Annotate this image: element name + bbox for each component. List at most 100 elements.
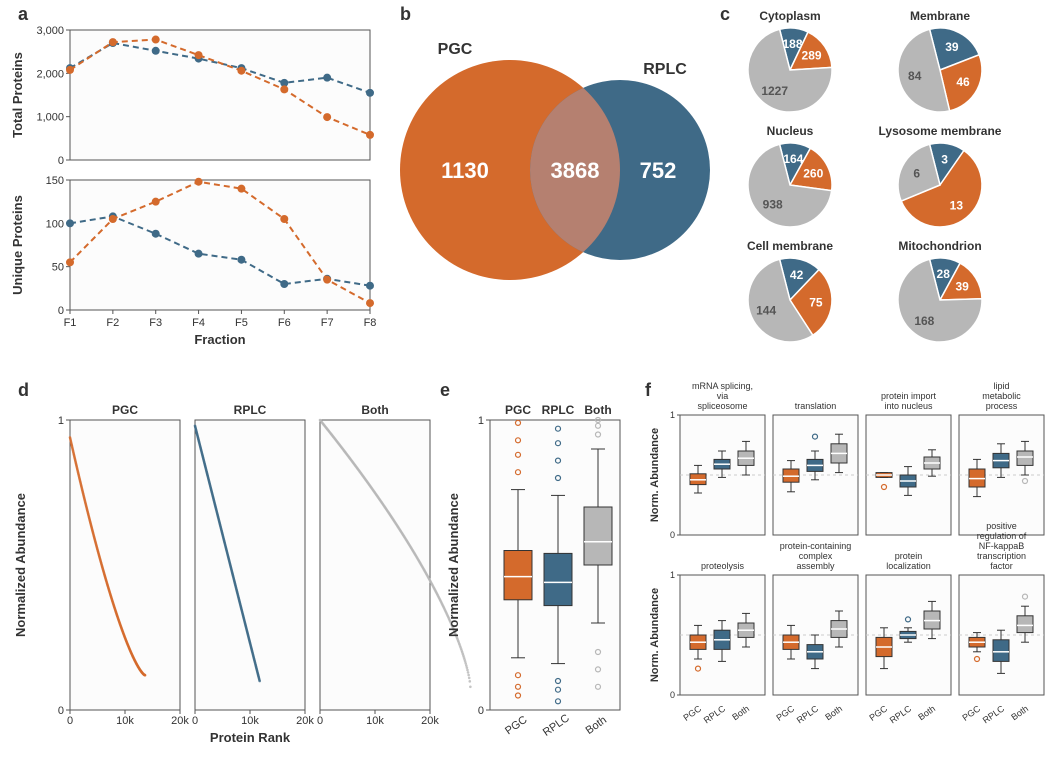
svg-text:protein: protein bbox=[895, 551, 923, 561]
svg-text:PGC: PGC bbox=[505, 403, 531, 417]
svg-text:Both: Both bbox=[584, 403, 611, 417]
svg-text:168: 168 bbox=[914, 314, 934, 328]
svg-text:Mitochondrion: Mitochondrion bbox=[898, 239, 981, 253]
figure-svg: 01,0002,0003,000Total Proteins050100150U… bbox=[0, 0, 1050, 771]
svg-text:Both: Both bbox=[730, 703, 751, 722]
svg-text:RPLC: RPLC bbox=[981, 703, 1007, 725]
svg-text:Normalized Abundance: Normalized Abundance bbox=[13, 493, 28, 637]
svg-text:144: 144 bbox=[756, 303, 776, 317]
svg-text:Both: Both bbox=[584, 714, 609, 737]
svg-text:2,000: 2,000 bbox=[36, 68, 64, 80]
svg-text:0: 0 bbox=[58, 305, 64, 317]
svg-text:0: 0 bbox=[317, 715, 323, 727]
svg-text:Lysosome membrane: Lysosome membrane bbox=[879, 124, 1002, 138]
svg-text:RPLC: RPLC bbox=[541, 712, 572, 739]
svg-text:regulation of: regulation of bbox=[977, 531, 1027, 541]
svg-text:PGC: PGC bbox=[867, 703, 889, 723]
svg-text:Unique Proteins: Unique Proteins bbox=[10, 195, 25, 295]
svg-text:F1: F1 bbox=[64, 317, 77, 329]
svg-text:42: 42 bbox=[790, 268, 804, 282]
svg-text:Nucleus: Nucleus bbox=[767, 124, 814, 138]
svg-text:RPLC: RPLC bbox=[795, 703, 821, 725]
svg-text:39: 39 bbox=[945, 40, 959, 54]
svg-text:lipid: lipid bbox=[993, 381, 1009, 391]
svg-text:28: 28 bbox=[937, 267, 951, 281]
svg-text:1: 1 bbox=[670, 570, 675, 580]
svg-text:F7: F7 bbox=[321, 317, 334, 329]
svg-text:proteolysis: proteolysis bbox=[701, 561, 745, 571]
svg-text:164: 164 bbox=[783, 152, 803, 166]
svg-text:F8: F8 bbox=[364, 317, 377, 329]
svg-text:0: 0 bbox=[67, 715, 73, 727]
svg-text:39: 39 bbox=[956, 279, 970, 293]
svg-text:spliceosome: spliceosome bbox=[697, 401, 747, 411]
svg-text:assembly: assembly bbox=[796, 561, 835, 571]
svg-text:PGC: PGC bbox=[681, 703, 703, 723]
svg-text:75: 75 bbox=[809, 295, 823, 309]
svg-text:Both: Both bbox=[1009, 703, 1030, 722]
svg-text:translation: translation bbox=[795, 401, 837, 411]
svg-text:3868: 3868 bbox=[551, 158, 600, 183]
svg-text:F4: F4 bbox=[192, 317, 205, 329]
svg-text:Fraction: Fraction bbox=[194, 332, 245, 347]
svg-text:0: 0 bbox=[58, 155, 64, 167]
svg-text:Protein Rank: Protein Rank bbox=[210, 730, 291, 745]
svg-text:RPLC: RPLC bbox=[888, 703, 914, 725]
svg-text:F2: F2 bbox=[106, 317, 119, 329]
svg-text:50: 50 bbox=[52, 262, 64, 274]
svg-text:RPLC: RPLC bbox=[234, 403, 267, 417]
svg-text:3,000: 3,000 bbox=[36, 25, 64, 37]
svg-text:13: 13 bbox=[950, 198, 964, 212]
svg-text:Norm. Abundance: Norm. Abundance bbox=[649, 588, 661, 682]
svg-text:260: 260 bbox=[803, 166, 823, 180]
svg-text:process: process bbox=[986, 401, 1018, 411]
svg-text:Normalized Abundance: Normalized Abundance bbox=[446, 493, 461, 637]
svg-text:20k: 20k bbox=[421, 715, 439, 727]
svg-text:0: 0 bbox=[192, 715, 198, 727]
svg-text:0: 0 bbox=[58, 705, 64, 717]
svg-text:0: 0 bbox=[478, 705, 484, 717]
svg-text:10k: 10k bbox=[116, 715, 134, 727]
svg-text:289: 289 bbox=[802, 48, 822, 62]
svg-text:F3: F3 bbox=[149, 317, 162, 329]
svg-text:mRNA splicing,: mRNA splicing, bbox=[692, 381, 753, 391]
svg-text:RPLC: RPLC bbox=[643, 61, 687, 78]
svg-text:F6: F6 bbox=[278, 317, 291, 329]
svg-text:1: 1 bbox=[58, 415, 64, 427]
svg-text:PGC: PGC bbox=[112, 403, 138, 417]
svg-text:PGC: PGC bbox=[960, 703, 982, 723]
svg-text:localization: localization bbox=[886, 561, 931, 571]
svg-text:1,000: 1,000 bbox=[36, 112, 64, 124]
svg-text:complex: complex bbox=[799, 551, 833, 561]
svg-text:20k: 20k bbox=[296, 715, 314, 727]
svg-text:metabolic: metabolic bbox=[982, 391, 1021, 401]
svg-text:10k: 10k bbox=[241, 715, 259, 727]
svg-text:46: 46 bbox=[956, 75, 970, 89]
svg-text:PGC: PGC bbox=[774, 703, 796, 723]
svg-text:NF-kappaB: NF-kappaB bbox=[979, 541, 1025, 551]
svg-text:10k: 10k bbox=[366, 715, 384, 727]
svg-text:0: 0 bbox=[670, 530, 675, 540]
svg-text:Both: Both bbox=[361, 403, 388, 417]
svg-text:positive: positive bbox=[986, 521, 1017, 531]
svg-text:protein import: protein import bbox=[881, 391, 937, 401]
svg-text:Norm. Abundance: Norm. Abundance bbox=[649, 428, 661, 522]
svg-text:84: 84 bbox=[908, 69, 922, 83]
svg-text:Membrane: Membrane bbox=[910, 9, 970, 23]
svg-text:Both: Both bbox=[823, 703, 844, 722]
svg-text:Cell membrane: Cell membrane bbox=[747, 239, 833, 253]
svg-text:Total Proteins: Total Proteins bbox=[10, 52, 25, 138]
svg-text:752: 752 bbox=[640, 158, 677, 183]
svg-text:0: 0 bbox=[670, 690, 675, 700]
svg-text:938: 938 bbox=[763, 197, 783, 211]
svg-text:RPLC: RPLC bbox=[702, 703, 728, 725]
svg-text:PGC: PGC bbox=[503, 714, 529, 738]
svg-text:RPLC: RPLC bbox=[542, 403, 575, 417]
svg-text:Cytoplasm: Cytoplasm bbox=[759, 9, 820, 23]
svg-text:factor: factor bbox=[990, 561, 1013, 571]
svg-text:1: 1 bbox=[670, 410, 675, 420]
svg-text:protein-containing: protein-containing bbox=[780, 541, 852, 551]
svg-text:F5: F5 bbox=[235, 317, 248, 329]
svg-text:20k: 20k bbox=[171, 715, 189, 727]
svg-text:1227: 1227 bbox=[761, 84, 788, 98]
